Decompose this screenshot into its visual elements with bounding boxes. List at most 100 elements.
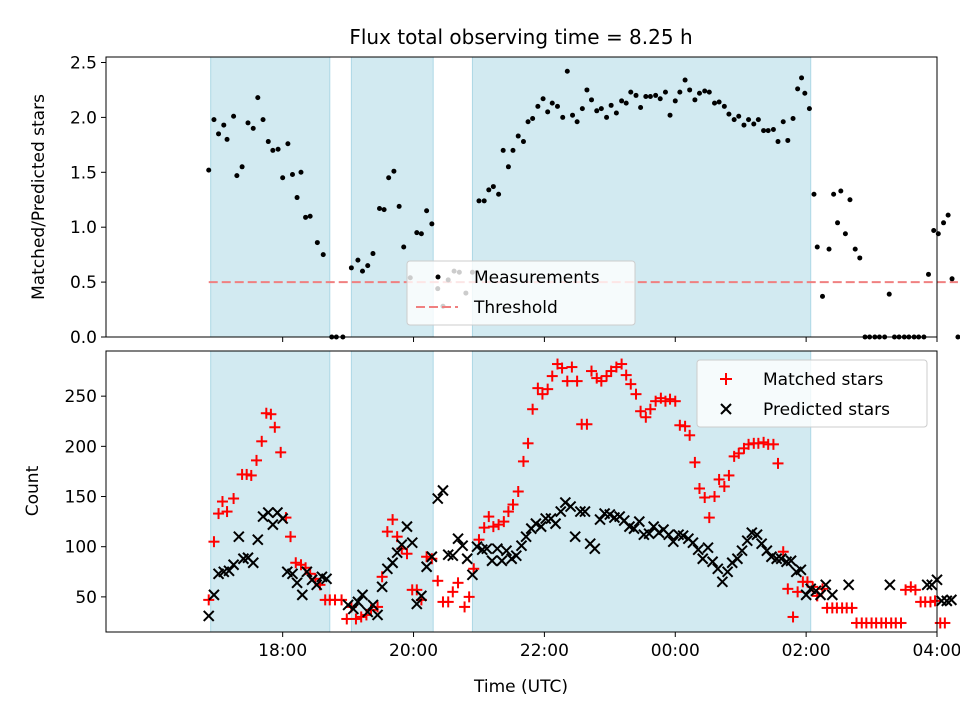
matched-star-point <box>669 395 681 407</box>
top-y-ticks: 0.0 0.5 1.0 1.5 2.0 2.5 <box>70 53 106 348</box>
measurement-point <box>239 164 245 170</box>
measurement-point <box>303 214 309 220</box>
measurement-point <box>589 97 595 103</box>
shaded-interval <box>350 350 434 633</box>
measurement-point <box>604 114 610 120</box>
x-stroke <box>721 566 734 578</box>
measurement-point <box>775 139 781 145</box>
x-stroke <box>515 539 528 552</box>
measurement-point <box>255 95 261 101</box>
matched-star-point <box>498 516 510 528</box>
x-stroke <box>510 550 522 562</box>
measurement-point <box>307 213 313 219</box>
x-stroke <box>716 576 729 588</box>
predicted-star-point <box>540 512 552 525</box>
matched-star-point <box>387 514 399 526</box>
x-stroke <box>657 523 670 536</box>
x-stroke <box>352 596 364 608</box>
predicted-star-point <box>386 557 399 569</box>
matched-star-point <box>846 602 858 614</box>
top-x-ticks <box>282 337 938 342</box>
matched-star-point <box>522 437 534 449</box>
matched-star-point <box>512 486 524 497</box>
x-stroke <box>765 551 778 563</box>
measurement-point <box>799 75 805 81</box>
matched-star-point <box>792 586 804 598</box>
x-stroke <box>456 539 469 552</box>
x-stroke <box>663 528 675 541</box>
matched-star-point <box>487 521 499 533</box>
predicted-star-point <box>491 542 503 555</box>
predicted-star-point <box>741 534 753 547</box>
matched-star-point <box>269 421 281 433</box>
matched-star-point <box>250 454 262 466</box>
predicted-star-point <box>401 520 413 533</box>
x-stroke <box>452 532 464 545</box>
measurement-point <box>355 257 361 263</box>
predicted-star-point <box>406 536 418 549</box>
matched-star-point <box>447 586 459 598</box>
y-tick-label: 100 <box>65 538 97 558</box>
matched-star-point <box>679 420 691 432</box>
measurement-point <box>381 207 387 213</box>
predicted-star-point <box>935 595 948 607</box>
measurement-point <box>370 251 376 257</box>
predicted-star-point <box>667 535 680 548</box>
bottom-y-ticks: 50 100 150 200 250 <box>65 387 106 608</box>
predicted-star-point <box>291 577 303 589</box>
matched-star-point <box>256 435 268 447</box>
x-stroke <box>227 559 240 571</box>
predicted-star-point <box>500 545 513 557</box>
measurement-point <box>842 231 848 237</box>
predicted-star-point <box>716 576 729 588</box>
measurement-point <box>206 167 212 173</box>
measurement-point <box>391 168 397 174</box>
predicted-star-point <box>347 603 360 615</box>
x-stroke <box>795 564 807 576</box>
measurement-point <box>211 117 217 123</box>
x-stroke <box>347 603 360 615</box>
measurement-point <box>795 86 801 92</box>
x-stroke <box>223 565 235 577</box>
measurement-point <box>628 89 634 95</box>
predicted-star-point <box>437 484 449 497</box>
matched-star-point <box>693 482 705 494</box>
predicted-star-point <box>945 594 958 606</box>
predicted-star-point <box>352 596 364 608</box>
y-tick-label: 2.0 <box>70 108 97 128</box>
measurement-point <box>275 146 281 152</box>
matched-star-point <box>432 575 444 587</box>
x-stroke <box>496 555 508 567</box>
predicted-star-point <box>820 579 832 591</box>
predicted-star-point <box>628 522 640 535</box>
measurement-point <box>535 103 541 109</box>
measurement-point <box>780 119 786 125</box>
x-stroke <box>271 506 284 519</box>
measurement-point <box>496 191 502 197</box>
x-stroke <box>712 563 724 575</box>
measurement-point <box>250 125 256 131</box>
matched-star-point <box>909 584 921 596</box>
x-tick-label: 18:00 <box>258 641 307 661</box>
x-stroke <box>362 606 374 618</box>
predicted-star-point <box>826 589 839 601</box>
matched-star-point <box>265 408 277 420</box>
predicted-star-point <box>687 536 699 549</box>
predicted-star-point <box>426 551 438 563</box>
measurement-point <box>633 92 639 98</box>
x-stroke <box>643 527 655 540</box>
x-stroke <box>672 528 685 541</box>
measurement-point <box>359 268 365 274</box>
x-stroke <box>623 520 636 533</box>
x-stroke <box>415 590 428 602</box>
x-stroke <box>316 571 328 583</box>
predicted-star-point <box>247 557 259 569</box>
predicted-star-point <box>411 598 423 610</box>
measurement-points <box>206 68 960 340</box>
predicted-star-point <box>396 538 408 551</box>
measurement-point <box>476 198 482 204</box>
matched-star-point <box>689 456 701 468</box>
measurement-point <box>564 68 570 74</box>
x-stroke <box>604 508 616 521</box>
